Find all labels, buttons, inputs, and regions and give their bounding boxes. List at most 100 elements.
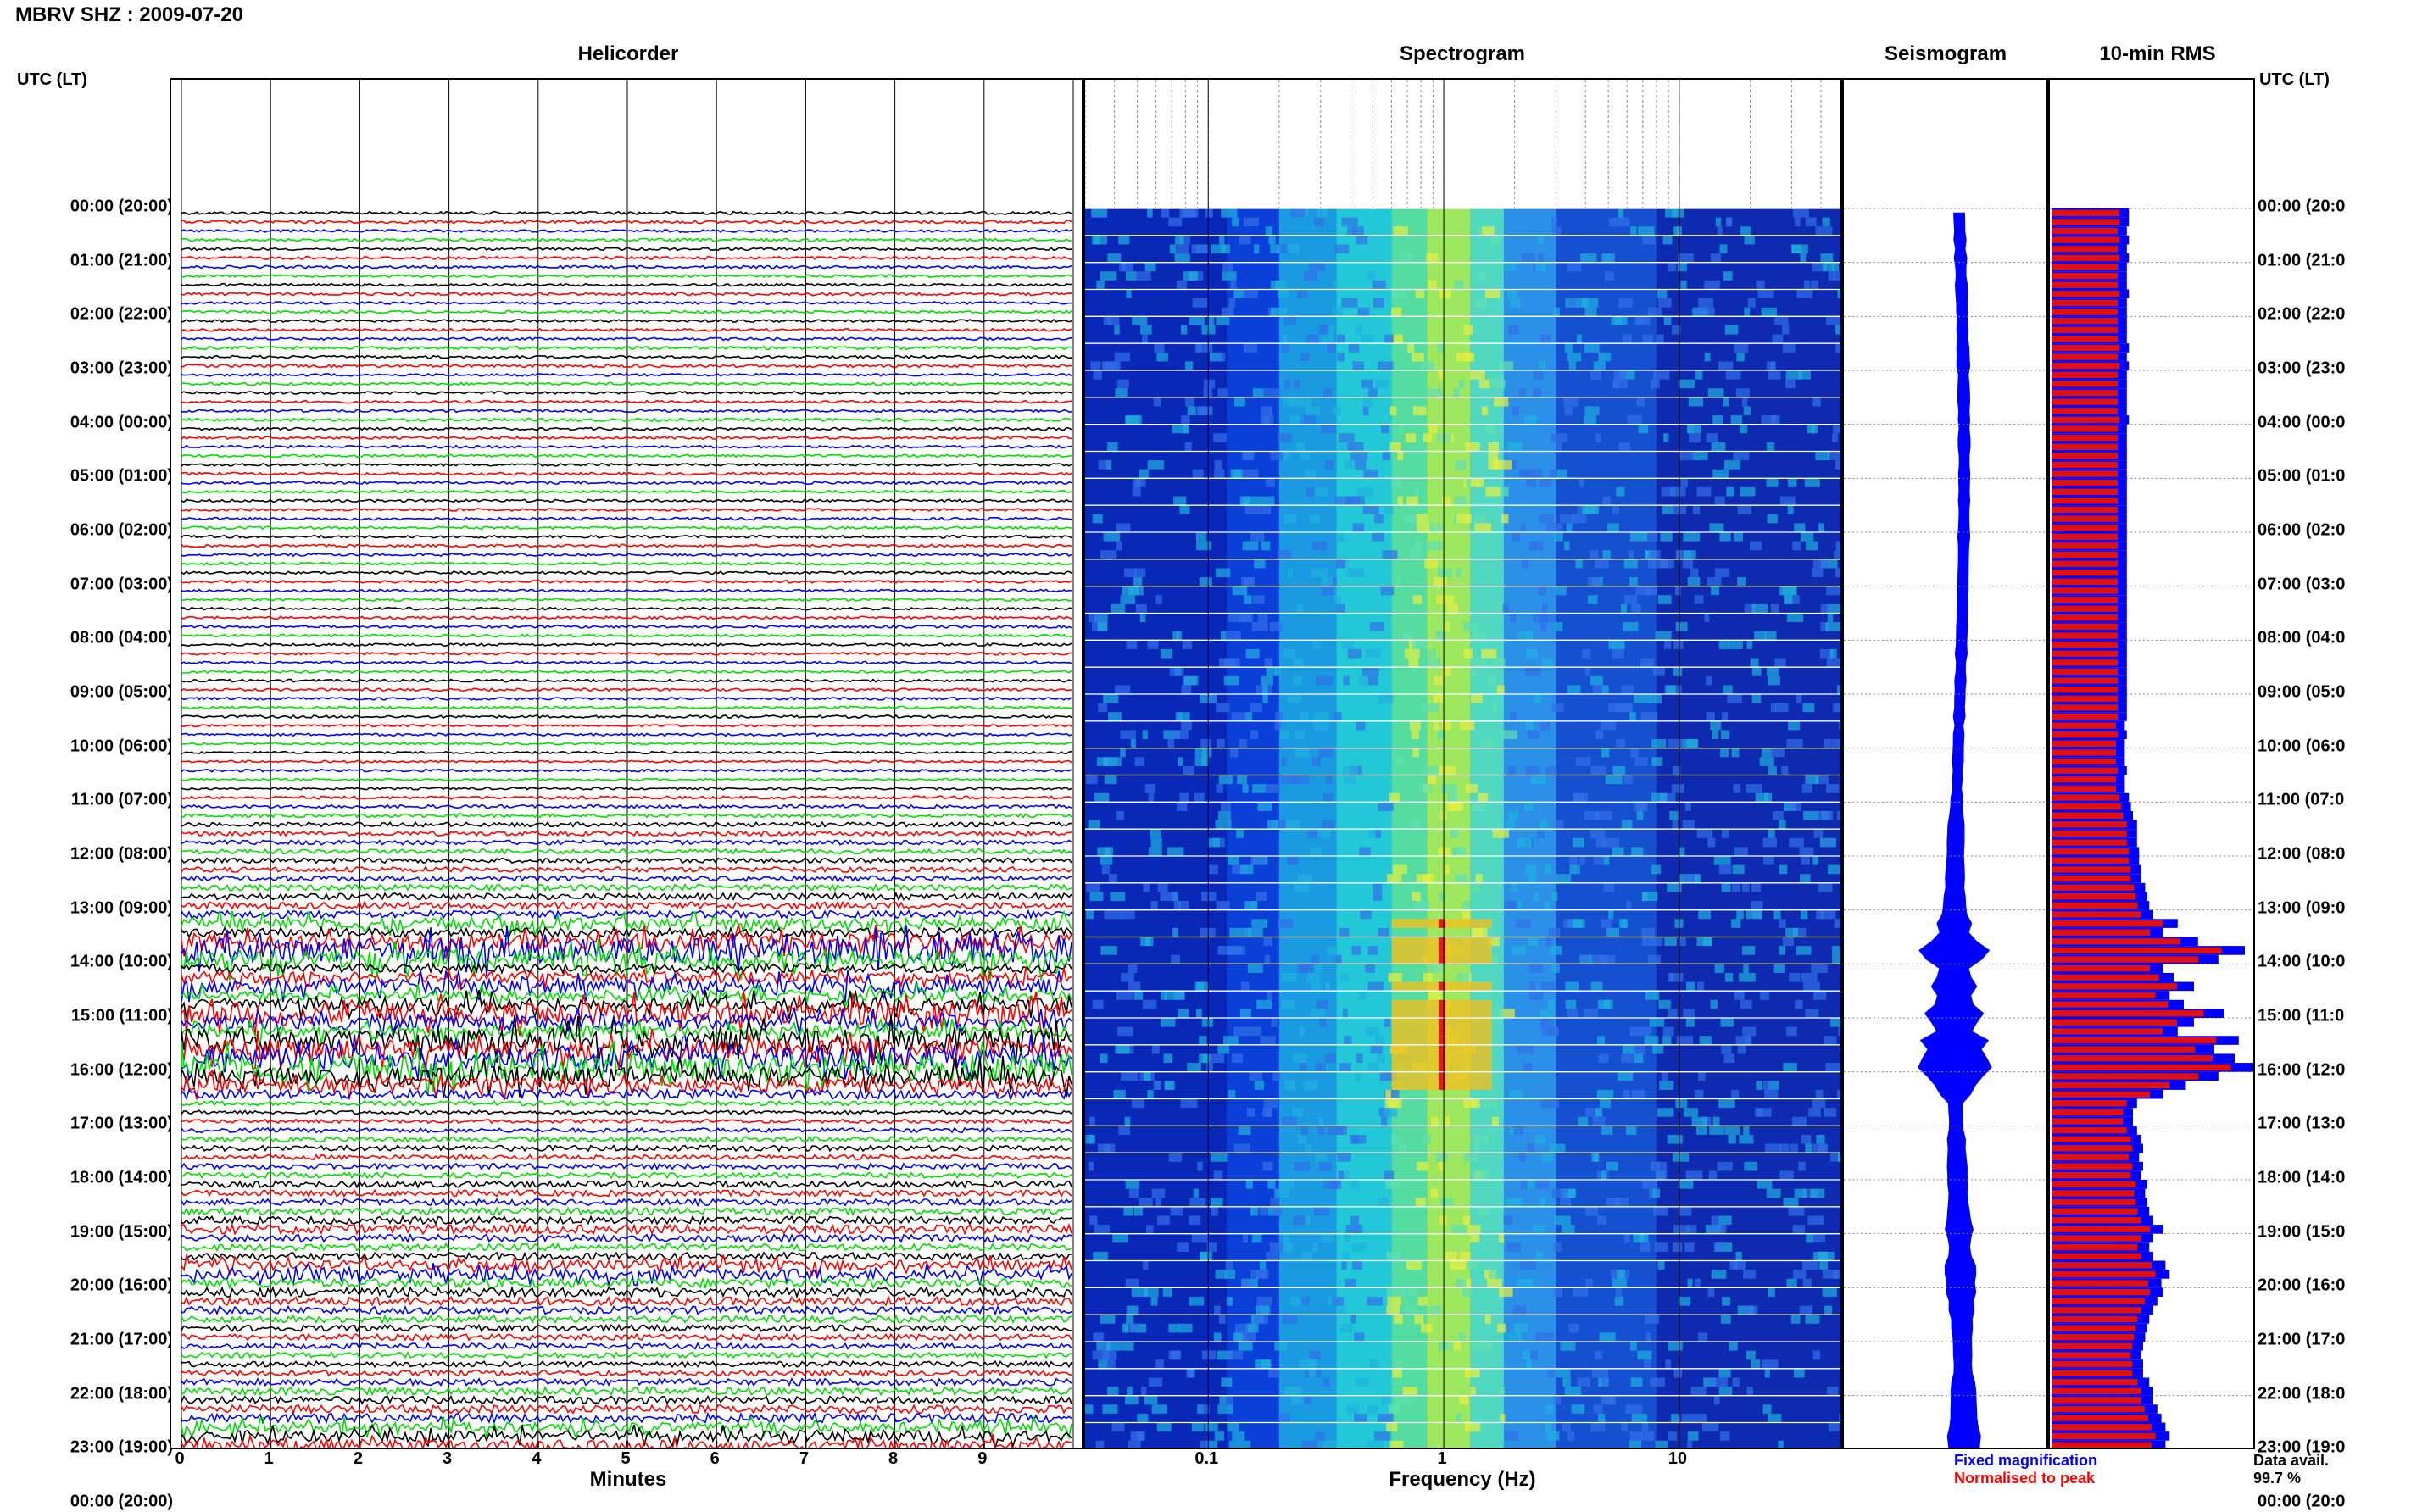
spectrogram-speckle	[1281, 973, 1296, 982]
spectrogram-speckle	[1423, 973, 1433, 982]
spectrogram-speckle	[1619, 442, 1630, 452]
spectrogram-speckle	[1808, 1108, 1821, 1117]
spectrogram-speckle	[1668, 739, 1684, 748]
spectrogram-speckle	[1601, 253, 1614, 263]
spectrogram-speckle	[1228, 1423, 1239, 1432]
spectrogram-speckle	[1826, 784, 1839, 793]
spectrogram-speckle	[1783, 586, 1797, 596]
spectrogram-speckle	[1590, 829, 1606, 838]
spectrogram-speckle	[1201, 892, 1217, 901]
helicorder-trace	[181, 1216, 1072, 1224]
spectrogram-speckle	[1836, 542, 1842, 551]
spectrogram-speckle	[1235, 1441, 1250, 1449]
spectrogram-speckle	[1217, 1404, 1233, 1414]
spectrogram-speckle	[1248, 964, 1263, 973]
spectrogram-speckle	[1149, 1377, 1162, 1387]
spectrogram-speckle	[1250, 856, 1266, 865]
spectrogram-speckle	[1657, 1108, 1673, 1117]
spectrogram-speckle	[1692, 1117, 1708, 1126]
spectrogram-speckle	[1783, 1198, 1798, 1207]
spectrogram-speckle	[1711, 586, 1719, 596]
spectrogram-speckle	[1086, 883, 1100, 892]
spectrogram-speckle	[1744, 1162, 1757, 1171]
spectrogram-speckle	[1606, 1198, 1620, 1207]
spectrogram-speckle	[1745, 236, 1755, 245]
spectrogram-speckle	[1835, 343, 1842, 353]
time-label-left: 17:00 (13:00)	[70, 1115, 173, 1134]
spectrogram-speckle	[1264, 388, 1281, 397]
spectrogram-speckle	[1601, 1396, 1614, 1405]
spectrogram-speckle	[1645, 1332, 1651, 1342]
spectrogram-speckle	[1116, 811, 1124, 820]
spectrogram-speckle	[1746, 784, 1762, 793]
helicorder-trace	[181, 329, 1072, 331]
spectrogram-speckle	[1367, 1441, 1384, 1449]
spectrogram-speckle	[1786, 739, 1802, 748]
spectrogram-speckle	[1835, 568, 1842, 577]
spectrogram-speckle	[1368, 388, 1378, 397]
helicorder-panel	[170, 78, 1083, 1449]
spectrogram-speckle	[1482, 406, 1488, 415]
helicorder-trace	[181, 1173, 1072, 1178]
spectrogram-speckle	[1556, 622, 1563, 631]
spectrogram-speckle	[1391, 478, 1401, 487]
spectrogram-speckle	[1265, 784, 1280, 793]
spectrogram-speckle	[1239, 1126, 1251, 1135]
spectrogram-speckle	[1301, 1126, 1308, 1135]
spectrogram-speckle	[1567, 1009, 1578, 1018]
spectrogram-speckle	[1746, 1387, 1753, 1396]
rms-bar-normalised	[2052, 605, 2118, 611]
spectrogram-speckle	[1300, 452, 1310, 461]
spectrogram-speckle	[1623, 1090, 1630, 1099]
spectrogram-speckle	[1370, 1359, 1379, 1369]
spectrogram-speckle	[1309, 1369, 1316, 1378]
helicorder-tick-label: 7	[799, 1449, 809, 1469]
spectrogram-speckle	[1223, 1036, 1239, 1045]
spectrogram-speckle	[1636, 397, 1645, 407]
spectrogram-speckle	[1742, 1027, 1756, 1037]
spectrogram-speckle	[1126, 640, 1137, 649]
spectrogram-speckle	[1519, 1153, 1526, 1162]
spectrogram-speckle	[1205, 1423, 1217, 1432]
spectrogram-speckle	[1539, 361, 1545, 370]
spectrogram-speckle	[1253, 388, 1264, 397]
spectrogram-speckle	[1534, 892, 1539, 901]
spectrogram-speckle	[1352, 946, 1361, 955]
spectrogram-speckle	[1603, 883, 1614, 892]
helicorder-trace	[181, 1316, 1072, 1323]
spectrogram-speckle	[1112, 1234, 1128, 1243]
spectrogram-speckle	[1134, 991, 1143, 1000]
spectrogram-speckle	[1742, 946, 1755, 955]
spectrogram-speckle	[1105, 847, 1111, 856]
spectrogram-speckle	[1339, 1324, 1352, 1333]
spectrogram-speckle	[1763, 856, 1774, 865]
helicorder-xlabel: Minutes	[590, 1468, 667, 1492]
spectrogram-speckle	[1697, 829, 1713, 838]
spectrogram-speckle	[1746, 910, 1762, 920]
spectrogram-speckle	[1812, 1144, 1826, 1153]
right-utc-header: UTC (LT)	[2259, 70, 2330, 90]
spectrogram-speckle	[1525, 865, 1536, 875]
spectrogram-speckle	[1548, 928, 1560, 937]
spectrogram-speckle	[1565, 343, 1573, 353]
spectrogram-speckle	[1365, 964, 1374, 973]
spectrogram-speckle	[1713, 1117, 1720, 1126]
spectrogram-speckle	[1218, 353, 1226, 362]
spectrogram-speckle	[1316, 676, 1333, 686]
spectrogram-speckle	[1343, 1252, 1350, 1261]
helicorder-trace	[181, 1137, 1072, 1142]
spectrogram-speckle	[1309, 263, 1325, 272]
spectrogram-speckle	[1807, 425, 1815, 434]
spectrogram-speckle	[1219, 775, 1233, 785]
spectrogram-speckle	[1459, 1332, 1466, 1342]
spectrogram-speckle	[1499, 1234, 1504, 1243]
spectrogram-speckle	[1132, 1287, 1148, 1297]
spectrogram-speckle	[1824, 1036, 1837, 1045]
spectrogram-speckle	[1832, 946, 1840, 955]
spectrogram-speckle	[1601, 1170, 1606, 1180]
spectrogram-speckle	[1107, 442, 1118, 452]
spectrogram-speckle	[1681, 478, 1688, 487]
spectrogram-speckle	[1762, 415, 1776, 425]
spectrogram-speckle	[1663, 433, 1668, 442]
spectrogram-speckle	[1143, 883, 1149, 892]
